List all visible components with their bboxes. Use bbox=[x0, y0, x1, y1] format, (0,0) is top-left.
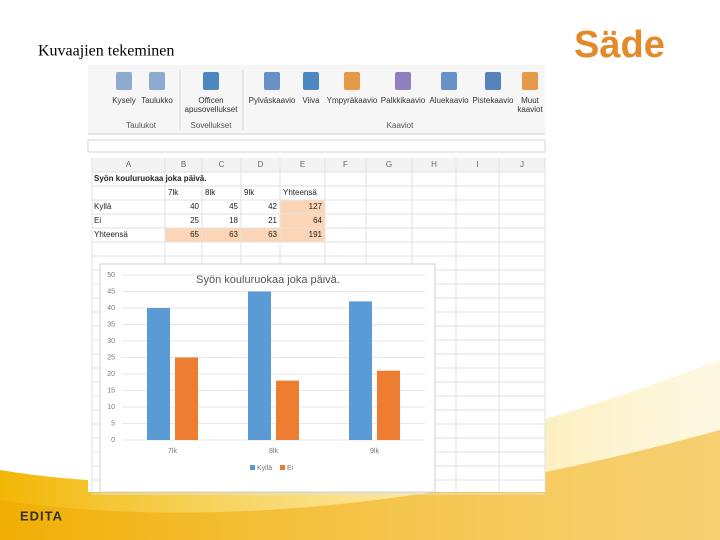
ribbon-button[interactable]: Palkkikaavio bbox=[381, 96, 426, 105]
column-header: G bbox=[386, 160, 392, 169]
ribbon-button[interactable]: Officen bbox=[198, 96, 223, 105]
column-header: B bbox=[181, 160, 186, 169]
ribbon-button[interactable]: Taulukko bbox=[141, 96, 173, 105]
ribbon-icon bbox=[264, 72, 280, 90]
cell: 40 bbox=[190, 202, 199, 211]
footer-wave bbox=[0, 430, 720, 540]
x-tick-label: 9lk bbox=[370, 448, 379, 455]
ribbon-button[interactable]: Viiva bbox=[302, 96, 320, 105]
y-tick-label: 5 bbox=[111, 420, 115, 427]
footer-brand: EDITA bbox=[20, 508, 63, 523]
cell: 64 bbox=[313, 216, 322, 225]
slide-title: Kuvaajien tekeminen bbox=[38, 43, 174, 60]
ribbon-button[interactable]: Kysely bbox=[112, 96, 136, 105]
cell: 65 bbox=[190, 230, 199, 239]
y-tick-label: 45 bbox=[107, 288, 115, 295]
column-header: A bbox=[126, 160, 132, 169]
cell: 8lk bbox=[205, 188, 216, 197]
chart-title: Syön kouluruokaa joka päivä. bbox=[196, 274, 340, 286]
cell: 42 bbox=[268, 202, 277, 211]
cell: 25 bbox=[190, 216, 199, 225]
x-tick-label: 8lk bbox=[269, 448, 278, 455]
ribbon-icon bbox=[203, 72, 219, 90]
ribbon-button[interactable]: Ympyräkaavio bbox=[327, 96, 378, 105]
cell: 21 bbox=[268, 216, 277, 225]
ribbon-icon bbox=[395, 72, 411, 90]
cell: Ei bbox=[94, 216, 101, 225]
ribbon-icon bbox=[441, 72, 457, 90]
ribbon-button[interactable]: apusovellukset bbox=[185, 105, 239, 114]
bar bbox=[175, 357, 198, 440]
column-header: C bbox=[219, 160, 225, 169]
bar bbox=[276, 380, 299, 440]
legend-label: Ei bbox=[287, 465, 294, 472]
formula-bar bbox=[87, 139, 546, 153]
column-header: D bbox=[258, 160, 264, 169]
cell: 7lk bbox=[168, 188, 179, 197]
ribbon-icon bbox=[303, 72, 319, 90]
bar bbox=[248, 291, 271, 440]
column-header: F bbox=[343, 160, 348, 169]
cell: 63 bbox=[268, 230, 277, 239]
column-header: E bbox=[300, 160, 305, 169]
column-header: I bbox=[476, 160, 478, 169]
cell: 18 bbox=[229, 216, 238, 225]
column-header: J bbox=[520, 160, 524, 169]
y-tick-label: 25 bbox=[107, 354, 115, 361]
ribbon-icon bbox=[116, 72, 132, 90]
cell: Yhteensä bbox=[94, 230, 128, 239]
logo: Säde bbox=[574, 24, 665, 66]
bar bbox=[147, 308, 170, 440]
y-tick-label: 10 bbox=[107, 404, 115, 411]
y-tick-label: 35 bbox=[107, 321, 115, 328]
cell: 45 bbox=[229, 202, 238, 211]
cell: 9lk bbox=[244, 188, 255, 197]
legend-label: Kyllä bbox=[257, 465, 272, 472]
y-tick-label: 30 bbox=[107, 338, 115, 345]
ribbon-button[interactable]: Pistekaavio bbox=[473, 96, 514, 105]
cell: 63 bbox=[229, 230, 238, 239]
ribbon-icon bbox=[485, 72, 501, 90]
ribbon-icon bbox=[522, 72, 538, 90]
ribbon-group-label: Taulukot bbox=[126, 121, 157, 130]
cell: 127 bbox=[309, 202, 323, 211]
y-tick-label: 40 bbox=[107, 305, 115, 312]
ribbon-button[interactable]: Aluekaavio bbox=[429, 96, 469, 105]
cell-fill bbox=[165, 228, 325, 242]
bar bbox=[349, 301, 372, 440]
ribbon-button[interactable]: Muut bbox=[521, 96, 540, 105]
y-tick-label: 15 bbox=[107, 387, 115, 394]
cell: Yhteensä bbox=[283, 188, 317, 197]
legend-swatch bbox=[250, 465, 255, 470]
y-tick-label: 50 bbox=[107, 272, 115, 279]
x-tick-label: 7lk bbox=[168, 448, 177, 455]
ribbon-icon bbox=[149, 72, 165, 90]
cell: Syön kouluruokaa joka päivä. bbox=[94, 174, 206, 183]
bar bbox=[377, 370, 400, 440]
column-header: H bbox=[431, 160, 437, 169]
ribbon-button[interactable]: kaaviot bbox=[517, 105, 543, 114]
y-tick-label: 20 bbox=[107, 371, 115, 378]
column-header-bar bbox=[92, 158, 545, 172]
legend-swatch bbox=[280, 465, 285, 470]
cell: Kyllä bbox=[94, 202, 112, 211]
cell: 191 bbox=[309, 230, 323, 239]
ribbon-group-label: Sovellukset bbox=[191, 121, 233, 130]
ribbon-group-label: Kaaviot bbox=[387, 121, 414, 130]
ribbon-button[interactable]: Pylväskaavio bbox=[249, 96, 296, 105]
ribbon-icon bbox=[344, 72, 360, 90]
y-tick-label: 0 bbox=[111, 437, 115, 444]
